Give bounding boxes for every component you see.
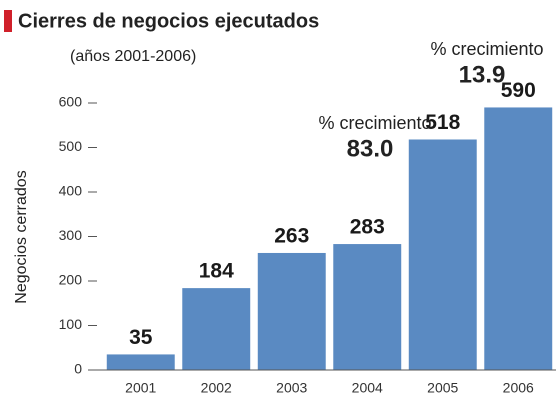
x-tick-label: 2001: [125, 380, 156, 396]
title-marker: [4, 10, 12, 32]
chart-title: Cierres de negocios ejecutados: [18, 10, 319, 32]
y-tick-label: 500: [59, 138, 83, 154]
annotation-value: 83.0: [347, 135, 394, 162]
y-tick-label: 100: [59, 316, 83, 332]
bar: [257, 252, 326, 370]
bar: [333, 244, 402, 370]
chart-subtitle: (años 2001-2006): [70, 48, 196, 65]
annotation-label: % crecimiento: [430, 39, 543, 59]
x-tick-label: 2003: [276, 380, 307, 396]
bar: [182, 288, 251, 370]
bar: [106, 354, 175, 370]
x-tick-label: 2004: [352, 380, 383, 396]
y-tick-label: 0: [74, 361, 82, 377]
x-tick-label: 2002: [201, 380, 232, 396]
annotation-value: 13.9: [459, 61, 506, 88]
value-label: 263: [274, 225, 309, 248]
value-label: 283: [350, 216, 385, 239]
x-tick-label: 2005: [427, 380, 458, 396]
annotation-label: % crecimiento: [318, 113, 431, 133]
bar: [484, 107, 553, 370]
y-tick-label: 200: [59, 272, 83, 288]
value-label: 184: [199, 260, 234, 283]
y-tick-label: 400: [59, 183, 83, 199]
y-tick-label: 300: [59, 227, 83, 243]
value-label: 590: [501, 79, 536, 102]
value-label: 518: [425, 111, 460, 134]
value-label: 35: [129, 326, 153, 349]
y-axis-label: Negocios cerrados: [13, 170, 30, 303]
x-tick-label: 2006: [503, 380, 534, 396]
bar: [408, 139, 477, 370]
y-tick-label: 600: [59, 94, 83, 110]
